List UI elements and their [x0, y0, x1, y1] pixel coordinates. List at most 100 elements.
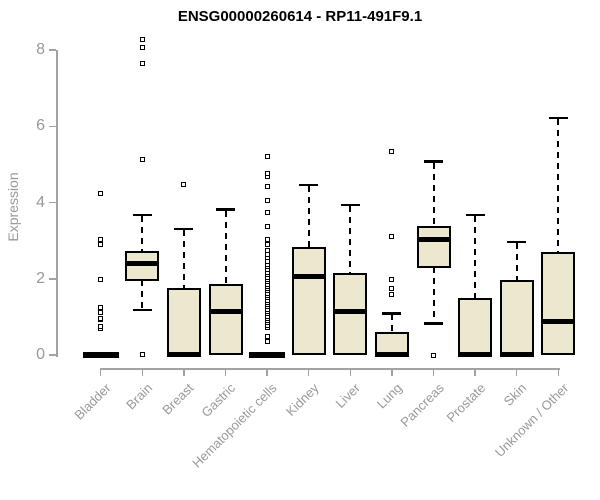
outlier-point	[264, 184, 270, 190]
y-tick-label: 6	[36, 117, 45, 135]
x-tick-label: Prostate	[443, 380, 489, 426]
upper-whisker-cap	[424, 160, 443, 163]
x-axis-tick	[99, 368, 102, 376]
upper-whisker	[141, 216, 144, 251]
outlier-point	[264, 334, 270, 340]
lower-whisker	[141, 279, 144, 308]
median-bar	[499, 351, 534, 357]
collapsed-box	[249, 351, 286, 359]
outlier-point	[139, 157, 145, 163]
outlier-point	[264, 339, 270, 345]
x-tick-label: Lung	[373, 380, 405, 412]
outlier-point	[264, 153, 270, 159]
x-tick-label: Breast	[159, 380, 197, 418]
x-axis-tick	[266, 368, 268, 376]
y-tick-label: 2	[36, 269, 45, 287]
outlier-point	[98, 324, 104, 330]
outlier-point	[264, 210, 270, 216]
upper-whisker-cap	[340, 203, 360, 207]
boxplot-box	[416, 225, 451, 269]
median-bar	[166, 351, 201, 357]
y-axis-tick	[49, 49, 56, 51]
boxplot-box	[291, 246, 326, 355]
upper-whisker-cap	[216, 208, 235, 211]
x-axis-tick	[224, 368, 227, 376]
x-axis-tick	[432, 368, 435, 376]
outlier-point	[264, 197, 270, 203]
x-axis-tick	[307, 368, 310, 376]
outlier-point	[98, 315, 104, 321]
outlier-point	[389, 233, 395, 239]
collapsed-box	[82, 351, 119, 359]
x-tick-label: Kidney	[282, 380, 322, 420]
boxplot-box	[499, 279, 534, 355]
upper-whisker	[182, 230, 185, 289]
x-tick-label: Pancreas	[396, 380, 447, 430]
x-axis-tick	[349, 368, 352, 376]
x-axis-tick	[141, 368, 144, 376]
upper-whisker	[390, 314, 393, 332]
y-tick-label: 4	[36, 193, 45, 211]
lower-whisker-cap	[424, 322, 443, 325]
median-bar	[333, 308, 368, 314]
upper-whisker-cap	[548, 116, 568, 120]
x-tick-label: Gastric	[198, 380, 239, 421]
upper-whisker-cap	[132, 213, 152, 217]
x-axis-tick	[183, 368, 185, 376]
outlier-point	[98, 242, 104, 248]
median-bar	[125, 260, 160, 266]
outlier-point	[264, 223, 270, 229]
upper-whisker	[432, 162, 435, 226]
outlier-point	[389, 291, 395, 297]
median-bar	[458, 351, 493, 357]
chart-title: ENSG00000260614 - RP11-491F9.1	[177, 8, 423, 25]
outlier-point	[431, 352, 436, 358]
x-axis-line	[100, 368, 560, 370]
outlier-point	[264, 236, 270, 242]
median-bar	[374, 351, 409, 357]
y-tick-label: 8	[36, 41, 45, 58]
y-axis-tick	[49, 354, 56, 356]
outlier-point	[98, 190, 104, 196]
median-bar	[291, 274, 326, 280]
outlier-point	[389, 277, 395, 283]
outlier-point	[98, 309, 104, 315]
x-axis-tick	[557, 368, 560, 376]
outlier-point	[181, 182, 187, 188]
x-tick-label: Unknown / Other	[491, 380, 572, 460]
boxplot-box	[208, 284, 243, 355]
upper-whisker-cap	[299, 183, 319, 187]
outlier-point	[389, 148, 395, 154]
median-bar	[416, 237, 451, 243]
upper-whisker	[349, 205, 352, 273]
y-axis-tick	[49, 201, 56, 204]
outlier-point	[264, 242, 270, 248]
outlier-point	[98, 276, 104, 282]
x-tick-label: Hematopoietic cells	[189, 380, 281, 471]
x-tick-label: Bladder	[71, 380, 114, 423]
upper-whisker-cap	[465, 213, 485, 217]
boxplot-box	[333, 272, 368, 355]
upper-whisker	[307, 185, 310, 247]
upper-whisker	[224, 210, 227, 285]
upper-whisker-cap	[174, 227, 194, 231]
outlier-point	[264, 248, 270, 254]
median-bar	[208, 309, 243, 315]
upper-whisker	[474, 216, 477, 299]
x-axis-tick	[515, 368, 518, 376]
lower-whisker	[432, 267, 435, 322]
x-axis-tick	[391, 368, 393, 376]
outlier-point	[98, 236, 104, 242]
upper-whisker-cap	[507, 240, 527, 244]
upper-whisker	[515, 242, 518, 280]
lower-whisker-cap	[132, 308, 152, 312]
x-tick-label: Liver	[332, 380, 364, 411]
y-axis-tick	[49, 125, 56, 127]
outlier-point	[264, 171, 270, 177]
upper-whisker-cap	[382, 312, 402, 315]
y-axis-line	[56, 50, 58, 357]
boxplot-box	[541, 251, 576, 355]
y-tick-label: 0	[36, 346, 45, 363]
y-axis-tick	[49, 278, 56, 280]
